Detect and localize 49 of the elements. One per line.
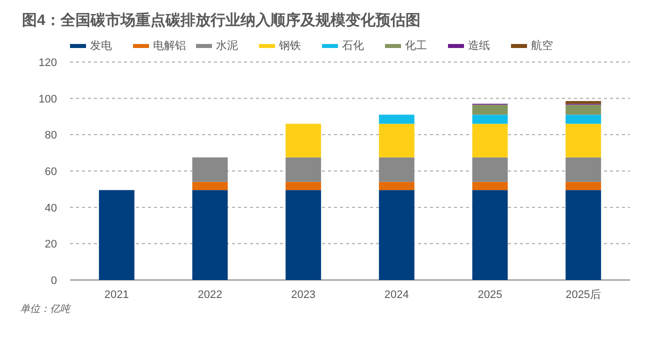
y-tick-label: 60 — [44, 166, 57, 178]
legend-label: 电解铝 — [153, 39, 186, 52]
legend-label: 航空 — [531, 39, 553, 52]
bar — [192, 182, 228, 190]
legend-label: 发电 — [90, 39, 112, 52]
bar — [286, 190, 322, 280]
bar — [566, 114, 602, 124]
bar — [472, 190, 508, 280]
y-tick-label: 80 — [44, 130, 57, 142]
legend-label: 造纸 — [468, 39, 490, 52]
x-tick-label: 2025 — [478, 289, 502, 301]
x-tick-label: 2021 — [104, 289, 129, 301]
bar — [192, 157, 228, 182]
x-tick-label: 2025后 — [566, 288, 602, 301]
bar — [378, 190, 414, 280]
chart-title: 图4：全国碳市场重点碳排放行业纳入顺序及规模变化预估图 — [22, 11, 420, 29]
text: 单位：亿吨 — [20, 303, 72, 315]
bar — [566, 101, 602, 104]
bar — [286, 124, 322, 158]
legend-label: 钢铁 — [278, 40, 301, 52]
bar — [472, 182, 508, 190]
y-tick-label: 100 — [38, 93, 57, 106]
y-tick-label: 0 — [50, 275, 57, 287]
bar — [378, 124, 414, 158]
bar — [378, 114, 414, 124]
bar — [378, 157, 414, 182]
bar — [566, 182, 602, 190]
bar — [566, 124, 602, 158]
x-tick-label: 2024 — [384, 289, 409, 301]
bar — [472, 157, 508, 182]
bar — [286, 157, 322, 182]
bar — [98, 190, 134, 280]
legend-label: 石化 — [342, 40, 364, 52]
bar — [192, 190, 228, 280]
bar — [472, 114, 508, 124]
x-tick-label: 2023 — [291, 289, 316, 301]
bar — [566, 104, 602, 115]
bar — [566, 157, 602, 182]
y-tick-label: 20 — [44, 238, 57, 251]
y-tick-label: 120 — [38, 57, 57, 69]
bar — [472, 104, 508, 115]
bar — [566, 190, 602, 280]
legend-label: 水泥 — [216, 39, 238, 52]
bar — [286, 182, 322, 190]
y-tick-label: 40 — [44, 202, 57, 214]
bar — [378, 182, 414, 190]
legend-label: 化工 — [405, 40, 427, 52]
x-tick-label: 2022 — [198, 289, 222, 301]
bar — [472, 124, 508, 158]
